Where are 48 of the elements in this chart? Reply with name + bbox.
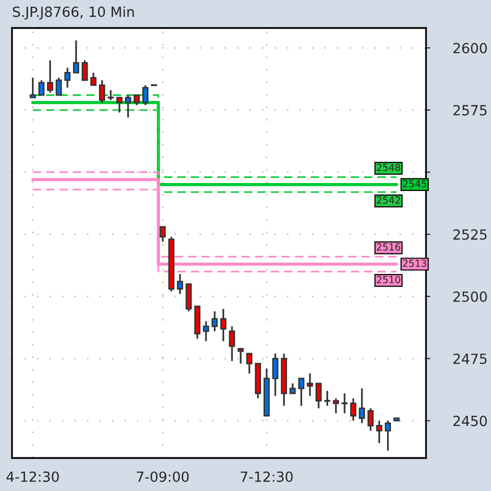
candlestick	[176, 273, 184, 295]
candlestick	[160, 226, 166, 243]
x-tick-label: 7-12:30	[240, 471, 293, 482]
data-label: 2548	[376, 164, 400, 172]
candlestick	[124, 94, 132, 118]
candlestick	[73, 40, 80, 74]
data-label: 2510	[376, 276, 400, 284]
y-tick-label: 2575	[453, 104, 487, 116]
candlestick	[64, 66, 71, 88]
candlestick	[316, 382, 322, 410]
candlestick	[116, 96, 122, 114]
data-label: 2513	[402, 260, 426, 267]
candlestick	[306, 372, 314, 397]
candlestick	[202, 320, 210, 342]
candlestick	[332, 398, 339, 414]
x-tick-label: 7-09:00	[136, 471, 189, 482]
candlestick	[142, 84, 148, 106]
candlestick	[384, 420, 391, 452]
candlestick	[238, 348, 244, 364]
candlestick	[358, 388, 365, 424]
candlestick	[290, 382, 296, 394]
data-label: 2542	[376, 196, 400, 204]
candlestick	[246, 352, 252, 374]
candlestick	[350, 398, 356, 422]
candlestick	[134, 94, 140, 106]
x-tick-label: 4-12:30	[6, 471, 59, 482]
y-tick-label: 2450	[453, 416, 487, 426]
y-tick-label: 2475	[453, 354, 487, 364]
data-label: 2545	[402, 180, 426, 188]
data-label: 2516	[376, 243, 400, 251]
candlestick	[56, 76, 62, 96]
candlestick	[47, 59, 54, 94]
candlestick	[212, 310, 218, 332]
y-tick-label: 2500	[453, 291, 487, 302]
candlestick	[272, 352, 278, 397]
candlestick	[376, 420, 382, 444]
candlestick	[38, 79, 45, 96]
candlestick	[82, 59, 88, 82]
candlestick	[90, 72, 96, 86]
chart-title: S.JP.J8766, 10 Min	[12, 6, 134, 20]
candlestick	[298, 378, 304, 407]
y-tick-label: 2525	[453, 229, 487, 240]
candlestick	[99, 79, 106, 104]
candlestick	[30, 76, 36, 98]
candlestick	[367, 407, 374, 432]
candlestick	[220, 308, 226, 342]
candlestick	[228, 325, 236, 362]
y-tick-label: 2600	[453, 42, 487, 54]
